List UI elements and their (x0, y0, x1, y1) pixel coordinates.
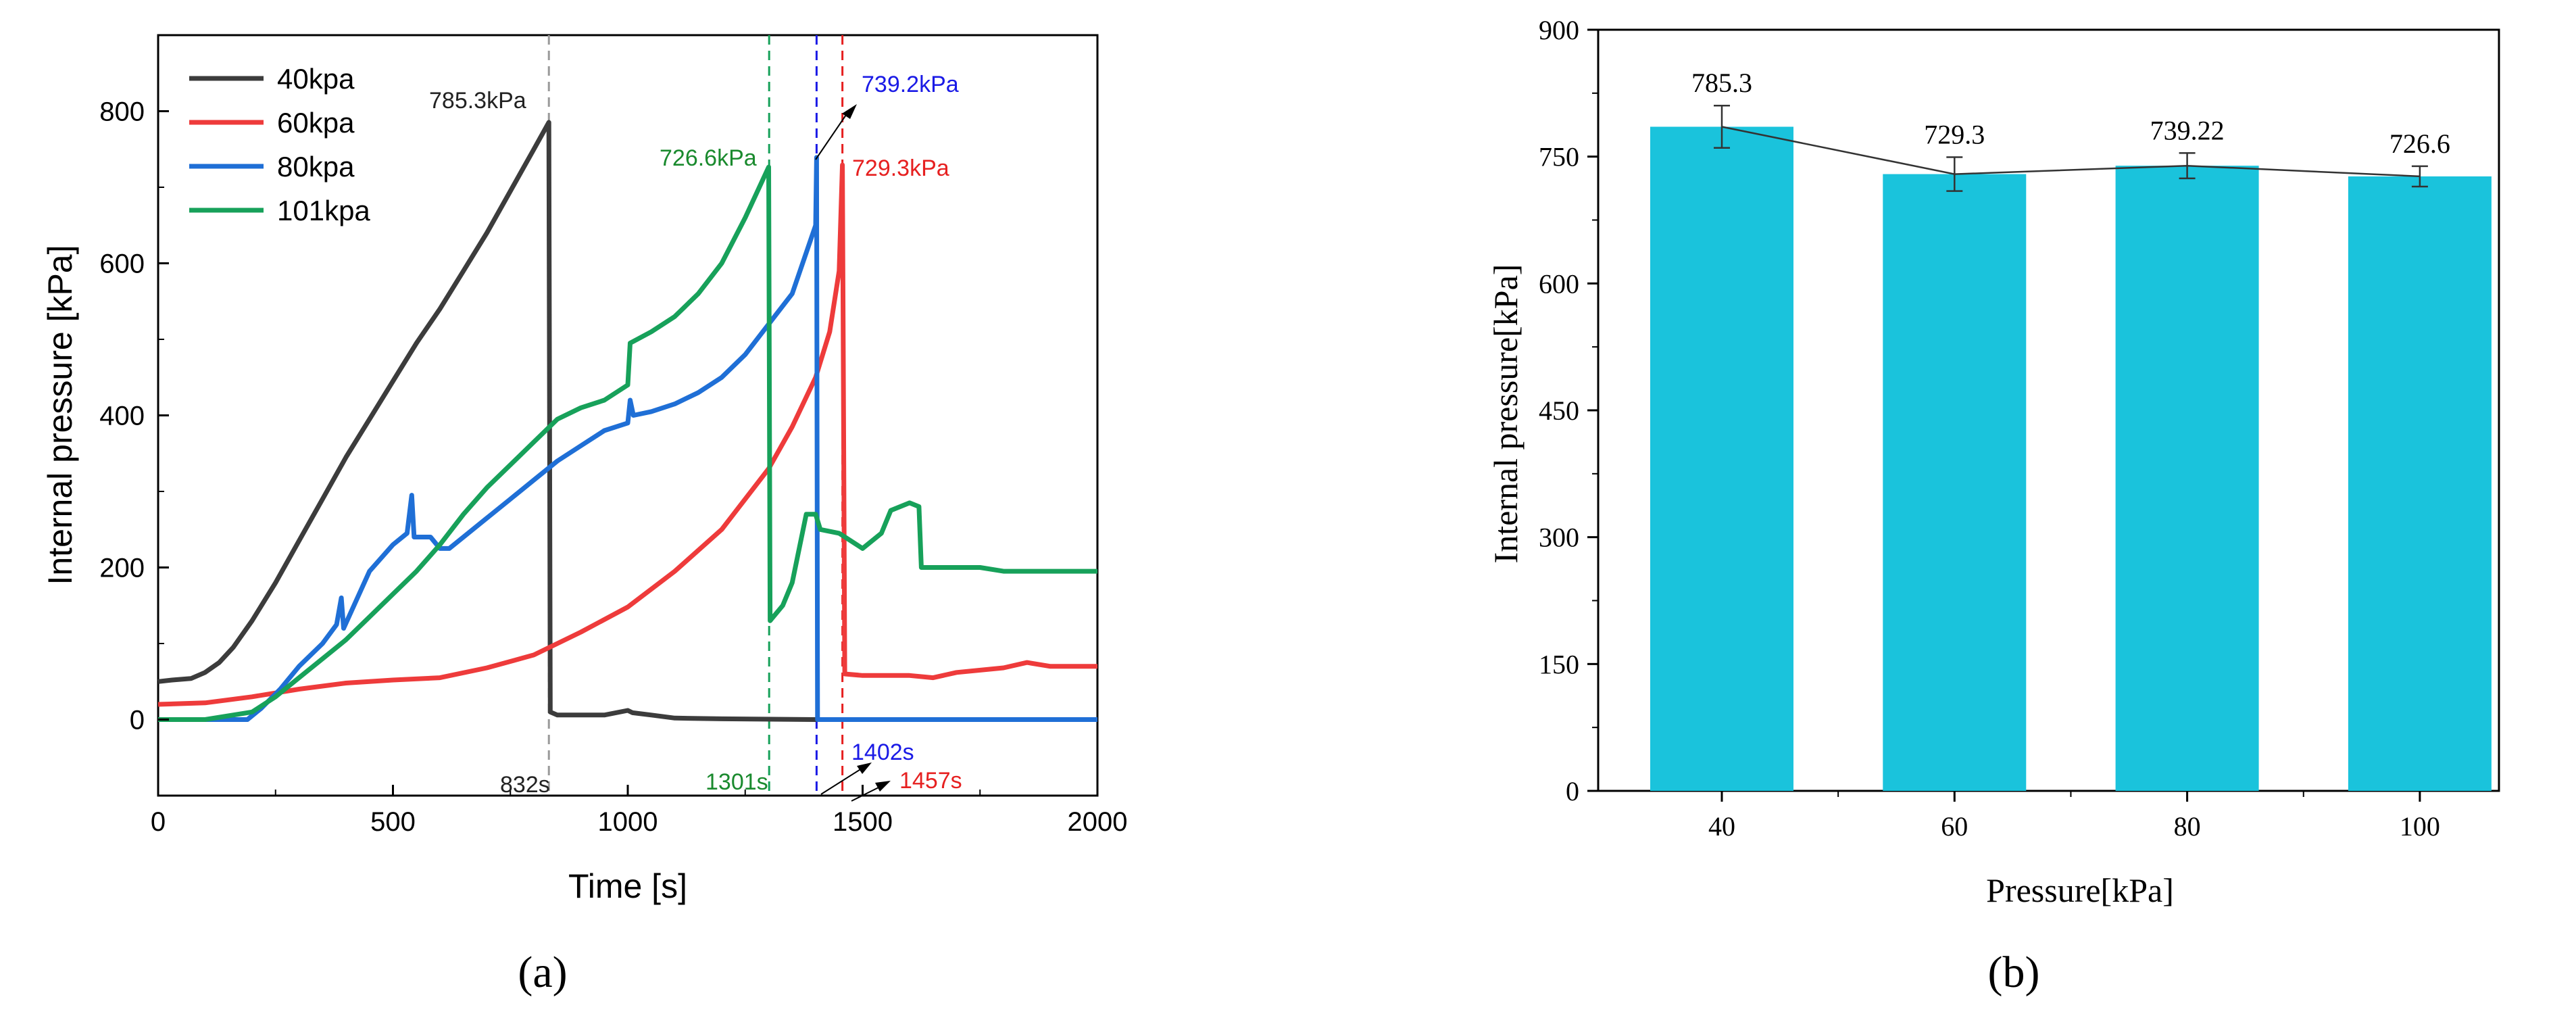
panel-b-bar-chart: 785.3 729.3 739.22 726.6 40 60 80 100 0 150 300 4… (1487, 15, 2500, 997)
bar-60 (1883, 174, 2027, 791)
annotation-729kpa: 729.3kPa (852, 155, 949, 181)
annotation-785kpa: 785.3kPa (429, 88, 526, 114)
annotation-832s: 832s (500, 772, 550, 798)
x-tick-label-100: 100 (2400, 811, 2440, 842)
panel-a-x-axis-label: Time [s] (568, 867, 687, 905)
x-tick-label-1500: 1500 (833, 807, 893, 837)
bar-80 (2115, 166, 2259, 792)
panel-a-line-chart: 0 500 1000 1500 2000 0 200 400 600 800 40kpa 60kp… (41, 34, 1128, 997)
arrow-739kpa (815, 114, 847, 160)
annotation-arrows (815, 104, 891, 802)
y-tick-label-450: 450 (1539, 395, 1579, 426)
y-tick-label-0: 0 (130, 706, 145, 735)
legend-label-60kpa: 60kpa (277, 107, 355, 139)
arrow-1402s (820, 768, 862, 795)
legend-label-40kpa: 40kpa (277, 63, 355, 95)
data-label-40: 785.3 (1691, 68, 1752, 98)
x-tick-label-40: 40 (1708, 811, 1735, 842)
annotation-739kpa: 739.2kPa (862, 72, 959, 97)
y-tick-label-400: 400 (99, 402, 145, 431)
annotation-1457s: 1457s (899, 768, 962, 794)
annotation-1301s: 1301s (705, 769, 768, 795)
y-tick-label-600: 600 (99, 249, 145, 279)
y-tick-label-300: 300 (1539, 523, 1579, 553)
panel-b-y-axis-label: Internal pressure[kPa] (1487, 264, 1525, 564)
data-label-60: 729.3 (1924, 120, 1985, 150)
caption-b: (b) (1988, 948, 2040, 997)
x-tick-label-500: 500 (370, 807, 416, 837)
y-tick-label-0: 0 (1566, 776, 1579, 806)
bar-40 (1650, 126, 1793, 791)
x-tick-label-60: 60 (1941, 811, 1968, 842)
y-tick-label-800: 800 (99, 97, 145, 127)
series-line-60kpa (157, 162, 1097, 707)
legend-label-80kpa: 80kpa (277, 151, 355, 183)
arrow-1457s (851, 787, 879, 802)
y-tick-label-600: 600 (1539, 268, 1579, 299)
x-tick-label-0: 0 (151, 807, 166, 837)
panel-a-legend: 40kpa 60kpa 80kpa 101kpa (189, 63, 370, 226)
caption-a: (a) (518, 948, 567, 997)
bar-100 (2348, 176, 2492, 792)
y-tick-label-150: 150 (1539, 649, 1579, 679)
arrowhead-1457s (875, 781, 891, 792)
x-tick-label-2000: 2000 (1068, 807, 1128, 837)
arrowhead-739kpa (842, 104, 857, 119)
panel-a-y-axis-label: Internal pressure [kPa] (41, 245, 79, 585)
series-line-80kpa (158, 155, 1097, 722)
x-tick-label-80: 80 (2174, 811, 2201, 842)
y-tick-label-900: 900 (1539, 15, 1579, 45)
series-line-101kpa (158, 164, 1097, 722)
legend-label-101kpa: 101kpa (277, 195, 370, 226)
series-line-40kpa (157, 120, 1097, 722)
arrowhead-1402s (857, 762, 872, 774)
annotation-1402s: 1402s (851, 740, 914, 765)
annotation-726kpa: 726.6kPa (660, 145, 757, 171)
trend-line (1721, 126, 2420, 178)
x-tick-label-1000: 1000 (598, 807, 658, 837)
data-label-80: 739.22 (2150, 115, 2225, 145)
y-tick-label-200: 200 (99, 554, 145, 583)
data-label-100: 726.6 (2389, 128, 2450, 159)
panel-b-x-axis-label: Pressure[kPa] (1986, 871, 2174, 909)
y-tick-label-750: 750 (1539, 142, 1579, 172)
